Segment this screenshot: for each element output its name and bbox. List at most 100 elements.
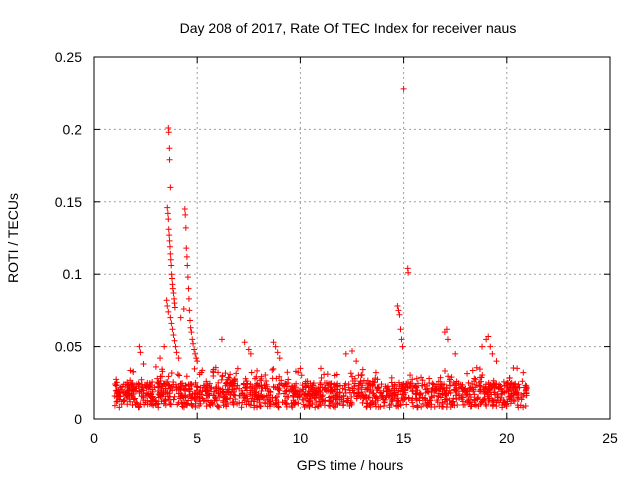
data-point: [261, 382, 268, 389]
data-point: [248, 395, 255, 402]
data-point: [188, 329, 195, 336]
data-point: [234, 400, 241, 407]
data-point: [198, 391, 205, 398]
data-point: [313, 399, 320, 406]
data-point: [163, 297, 170, 304]
data-point: [296, 393, 303, 400]
data-point: [305, 382, 312, 389]
data-point: [254, 396, 261, 403]
data-point: [442, 367, 449, 374]
data-point: [519, 378, 526, 385]
data-point: [476, 379, 483, 386]
data-point: [515, 381, 522, 388]
data-point: [192, 350, 199, 357]
data-point: [284, 369, 291, 376]
data-point: [185, 397, 192, 404]
data-point: [202, 387, 209, 394]
data-point: [180, 305, 187, 312]
data-point: [271, 401, 278, 408]
data-point: [121, 397, 128, 404]
data-point: [228, 380, 235, 387]
data-point: [380, 403, 387, 410]
data-point: [160, 381, 167, 388]
data-point: [301, 403, 308, 410]
axis-ticks: 0 5 10 15 20 25 0 0.05 0.1 0.15 0.2 0.25: [55, 49, 618, 446]
data-point: [234, 365, 241, 372]
data-point: [193, 355, 200, 362]
data-point: [219, 388, 226, 395]
data-point: [522, 403, 529, 410]
data-point: [373, 394, 380, 401]
data-point: [184, 262, 191, 269]
data-point: [127, 398, 134, 405]
data-point: [452, 381, 459, 388]
data-point: [458, 393, 465, 400]
data-point: [165, 216, 172, 223]
data-point: [156, 380, 163, 387]
data-point: [192, 379, 199, 386]
data-point: [254, 380, 261, 387]
grid-lines: [94, 57, 610, 419]
data-point: [183, 402, 190, 409]
data-point: [224, 396, 231, 403]
data-point: [450, 379, 457, 386]
data-point: [243, 378, 250, 385]
data-point: [510, 397, 517, 404]
data-point: [330, 403, 337, 410]
data-point: [466, 385, 473, 392]
data-point: [366, 394, 373, 401]
data-point: [182, 224, 189, 231]
data-point: [491, 384, 498, 391]
data-point: [223, 395, 230, 402]
data-point: [381, 399, 388, 406]
data-point: [405, 269, 412, 276]
data-point: [176, 372, 183, 379]
data-point: [366, 388, 373, 395]
data-point: [441, 381, 448, 388]
data-point: [299, 382, 306, 389]
data-point: [171, 304, 178, 311]
data-point: [312, 404, 319, 411]
data-point: [125, 382, 132, 389]
data-point: [489, 350, 496, 357]
data-point: [336, 382, 343, 389]
data-point: [272, 343, 279, 350]
data-point: [443, 385, 450, 392]
data-point: [270, 365, 277, 372]
data-point: [182, 211, 189, 218]
data-point: [359, 366, 366, 373]
data-point: [132, 395, 139, 402]
data-point: [299, 396, 306, 403]
data-point: [447, 389, 454, 396]
data-point: [396, 311, 403, 318]
data-point: [407, 372, 414, 379]
data-point: [435, 385, 442, 392]
data-point: [428, 387, 435, 394]
data-point: [248, 369, 255, 376]
data-point: [442, 390, 449, 397]
data-point: [409, 382, 416, 389]
data-point: [395, 398, 402, 405]
data-point: [499, 388, 506, 395]
data-point: [473, 364, 480, 371]
data-point: [167, 250, 174, 257]
y-tick-label: 0.05: [55, 339, 82, 355]
data-point: [203, 403, 210, 410]
data-point: [274, 349, 281, 356]
data-point: [151, 384, 158, 391]
data-point: [273, 401, 280, 408]
data-point: [512, 386, 519, 393]
data-point: [157, 355, 164, 362]
y-tick-label: 0: [74, 411, 82, 427]
data-point: [378, 381, 385, 388]
data-point: [154, 400, 161, 407]
data-point: [493, 399, 500, 406]
data-point: [284, 383, 291, 390]
data-point: [342, 389, 349, 396]
data-point: [477, 401, 484, 408]
data-point: [358, 372, 365, 379]
data-point: [207, 385, 214, 392]
data-point: [186, 307, 193, 314]
data-point: [328, 393, 335, 400]
